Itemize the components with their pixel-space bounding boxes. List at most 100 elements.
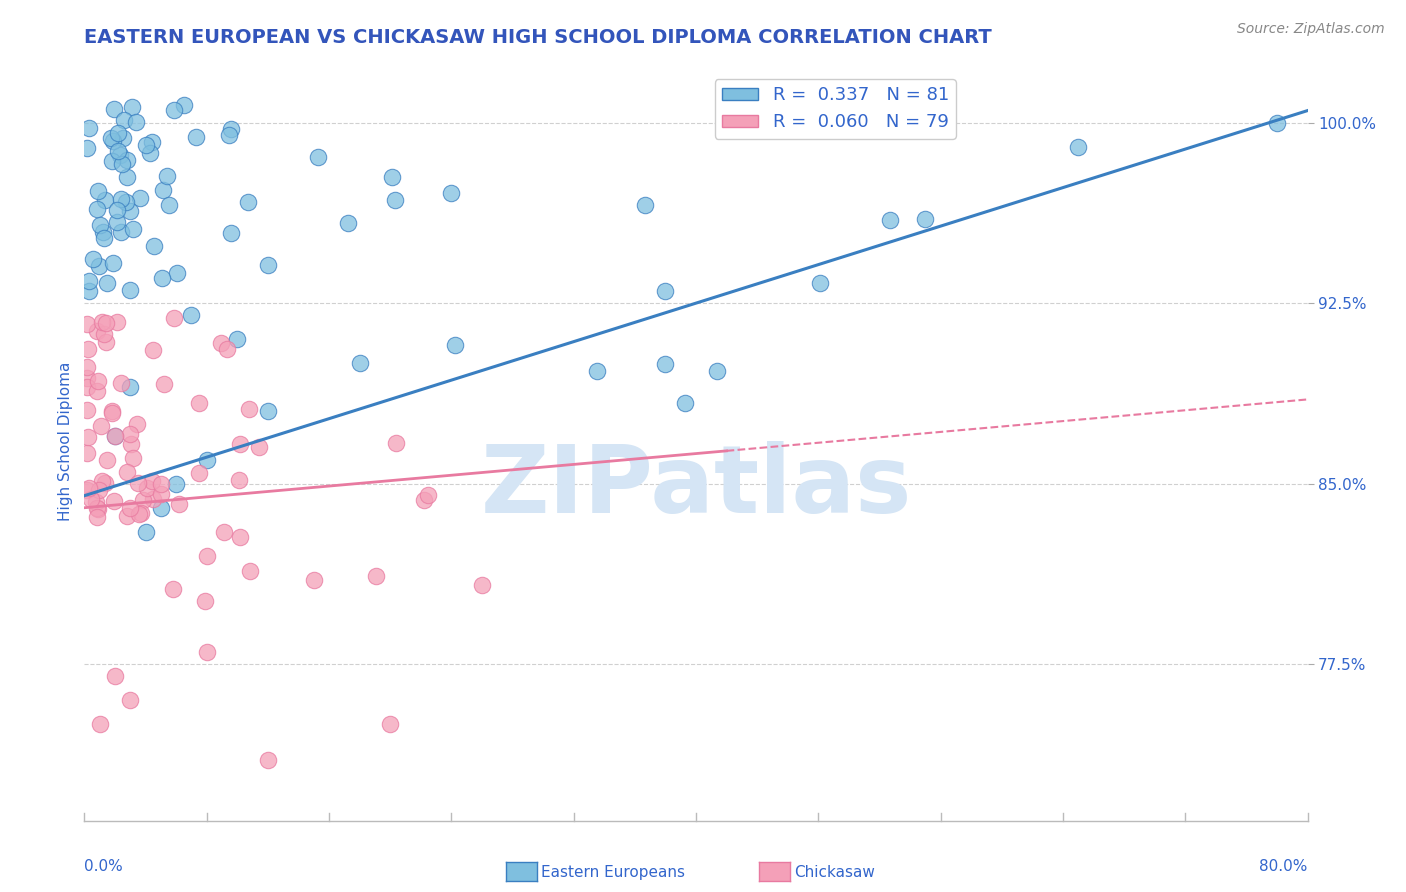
- Point: [195, 645, 218, 659]
- Point: [76, 359, 98, 374]
- Point: [654, 357, 676, 371]
- Point: [195, 452, 218, 467]
- Point: [87, 374, 110, 388]
- Point: [440, 186, 463, 200]
- Point: [127, 476, 149, 491]
- Point: [129, 190, 152, 204]
- Point: [162, 582, 184, 596]
- Point: [93, 231, 115, 245]
- Point: [150, 270, 173, 285]
- Point: [162, 311, 184, 326]
- Text: ZIPatlas: ZIPatlas: [481, 441, 911, 533]
- Point: [238, 401, 260, 416]
- Point: [180, 308, 202, 322]
- Point: [195, 549, 218, 563]
- Point: [84, 495, 107, 509]
- Point: [118, 426, 141, 441]
- Point: [336, 216, 359, 230]
- Point: [879, 212, 901, 227]
- Point: [139, 146, 162, 161]
- Point: [77, 430, 100, 444]
- Point: [125, 115, 148, 129]
- Point: [100, 130, 122, 145]
- Point: [706, 364, 728, 378]
- Point: [110, 376, 132, 390]
- Point: [111, 130, 134, 145]
- Point: [121, 100, 143, 114]
- Point: [105, 315, 128, 329]
- Point: [101, 406, 124, 420]
- Point: [86, 202, 108, 216]
- Point: [166, 266, 188, 280]
- Point: [89, 717, 111, 731]
- Point: [120, 380, 142, 394]
- Point: [86, 501, 108, 516]
- Point: [108, 147, 131, 161]
- Point: [675, 396, 697, 410]
- Point: [90, 418, 112, 433]
- Point: [120, 437, 142, 451]
- Point: [149, 476, 172, 491]
- Point: [87, 184, 110, 198]
- Text: Chickasaw: Chickasaw: [794, 865, 876, 880]
- Point: [257, 404, 280, 418]
- Point: [416, 488, 439, 502]
- Point: [107, 144, 129, 158]
- Point: [131, 506, 153, 520]
- Point: [142, 239, 165, 253]
- Point: [236, 194, 259, 209]
- Point: [384, 194, 406, 208]
- Point: [364, 569, 387, 583]
- Point: [169, 497, 191, 511]
- Point: [193, 594, 215, 608]
- Point: [149, 500, 172, 515]
- Point: [239, 564, 262, 578]
- Point: [385, 435, 408, 450]
- Point: [115, 169, 138, 184]
- Point: [135, 524, 157, 539]
- Point: [89, 218, 111, 232]
- Point: [125, 417, 148, 431]
- Point: [94, 193, 117, 207]
- Point: [112, 113, 135, 128]
- Point: [1265, 115, 1288, 129]
- Point: [413, 492, 436, 507]
- Point: [156, 169, 179, 183]
- Point: [184, 130, 207, 145]
- Point: [142, 343, 165, 357]
- Point: [302, 573, 325, 587]
- Point: [120, 500, 142, 515]
- Point: [188, 396, 211, 410]
- Point: [104, 669, 127, 683]
- Point: [101, 134, 124, 148]
- Point: [165, 476, 187, 491]
- Point: [586, 364, 609, 378]
- Point: [76, 380, 98, 394]
- Text: EASTERN EUROPEAN VS CHICKASAW HIGH SCHOOL DIPLOMA CORRELATION CHART: EASTERN EUROPEAN VS CHICKASAW HIGH SCHOO…: [84, 28, 993, 47]
- Point: [118, 204, 141, 219]
- Point: [142, 491, 165, 506]
- Point: [173, 98, 195, 112]
- Point: [77, 481, 100, 495]
- Point: [76, 342, 98, 356]
- Point: [257, 754, 280, 768]
- Point: [105, 215, 128, 229]
- Point: [212, 524, 235, 539]
- Text: Eastern Europeans: Eastern Europeans: [541, 865, 685, 880]
- Point: [103, 493, 125, 508]
- Point: [76, 483, 98, 498]
- Point: [128, 507, 150, 521]
- Point: [218, 128, 240, 142]
- Point: [256, 258, 278, 272]
- Point: [221, 122, 243, 136]
- Point: [141, 135, 163, 149]
- Point: [104, 428, 127, 442]
- Point: [101, 154, 124, 169]
- Point: [76, 402, 98, 417]
- Point: [104, 428, 127, 442]
- Point: [111, 157, 134, 171]
- Point: [150, 487, 173, 501]
- Point: [380, 717, 402, 731]
- Point: [307, 150, 329, 164]
- Point: [101, 256, 124, 270]
